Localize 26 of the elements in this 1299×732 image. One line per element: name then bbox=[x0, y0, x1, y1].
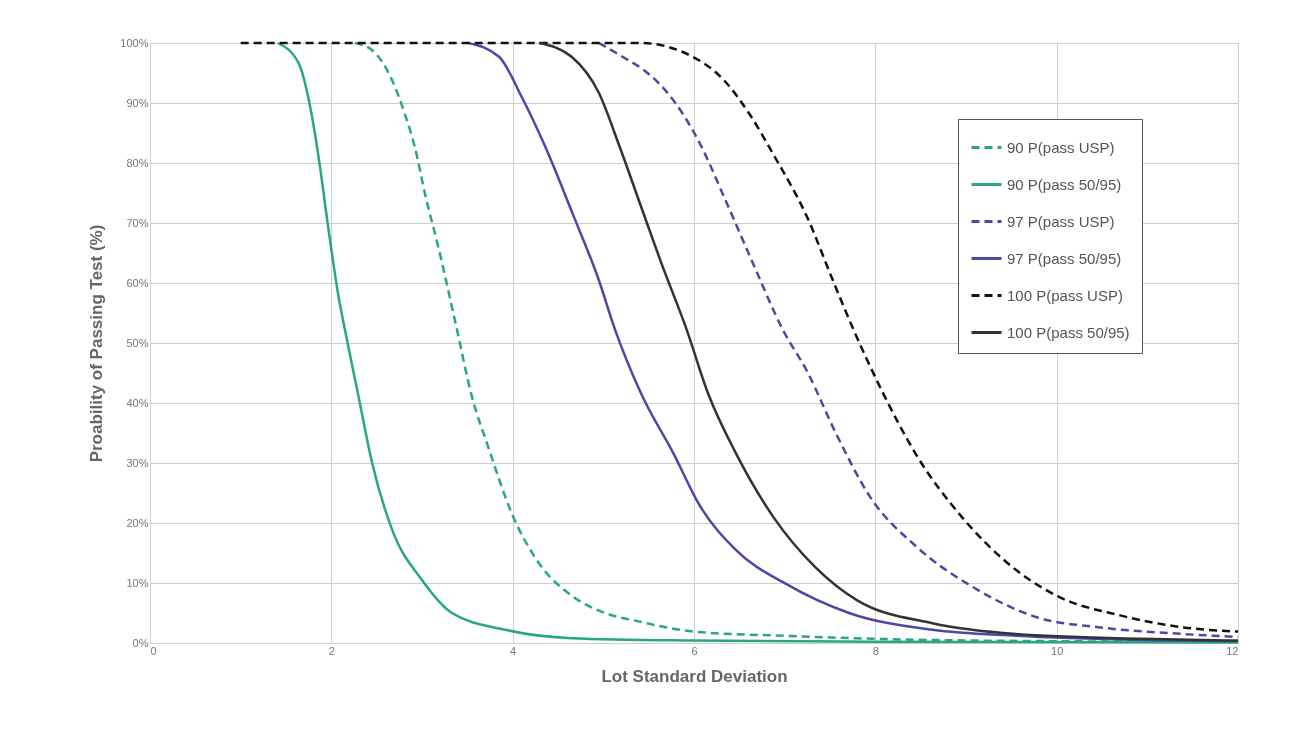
y-tick-label: 60% bbox=[126, 276, 149, 289]
y-tick-label: 20% bbox=[126, 516, 149, 529]
legend-label: 90 P(pass USP) bbox=[1007, 138, 1115, 156]
legend-label: 100 P(pass USP) bbox=[1007, 286, 1123, 304]
x-tick-label: 12 bbox=[1226, 644, 1239, 657]
legend-label: 90 P(pass 50/95) bbox=[1007, 175, 1122, 193]
y-tick-label: 80% bbox=[126, 156, 149, 169]
legend-label: 100 P(pass 50/95) bbox=[1007, 323, 1130, 341]
x-tick-label: 0 bbox=[150, 644, 157, 657]
x-axis-title: Lot Standard Deviation bbox=[601, 666, 788, 686]
y-tick-label: 90% bbox=[126, 96, 149, 109]
y-tick-label: 0% bbox=[132, 636, 149, 649]
y-tick-label: 10% bbox=[126, 576, 149, 589]
y-tick-label: 50% bbox=[126, 336, 149, 349]
x-tick-label: 8 bbox=[872, 644, 879, 657]
y-axis-title: Proability of Passing Test (%) bbox=[87, 224, 107, 463]
x-tick-label: 2 bbox=[328, 644, 335, 657]
x-tick-label: 4 bbox=[510, 644, 517, 657]
x-tick-label: 6 bbox=[691, 644, 698, 657]
y-tick-label: 30% bbox=[126, 456, 149, 469]
y-tick-label: 70% bbox=[126, 216, 149, 229]
y-tick-label: 40% bbox=[126, 396, 149, 409]
legend-label: 97 P(pass 50/95) bbox=[1007, 249, 1122, 267]
legend-label: 97 P(pass USP) bbox=[1007, 212, 1115, 230]
y-tick-label: 100% bbox=[120, 36, 149, 49]
x-tick-label: 10 bbox=[1051, 644, 1064, 657]
